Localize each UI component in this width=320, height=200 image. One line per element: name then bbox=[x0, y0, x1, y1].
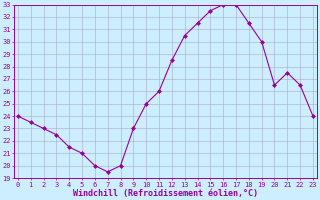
X-axis label: Windchill (Refroidissement éolien,°C): Windchill (Refroidissement éolien,°C) bbox=[73, 189, 258, 198]
